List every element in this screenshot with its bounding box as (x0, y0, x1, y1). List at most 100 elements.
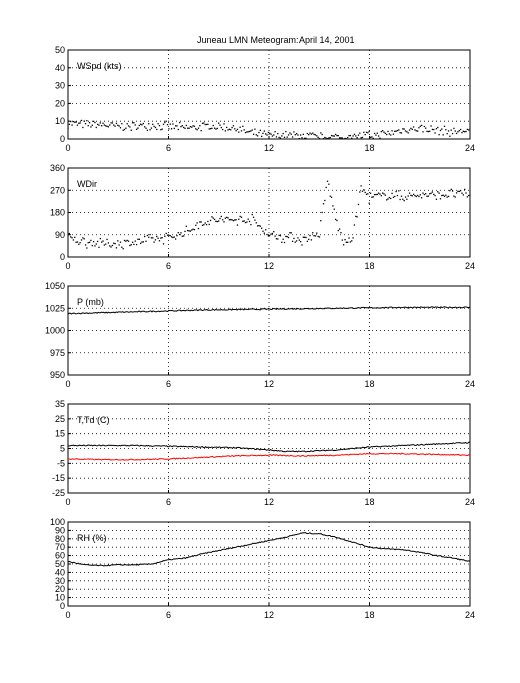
data-point (203, 122, 205, 124)
data-point (379, 193, 381, 195)
data-point (266, 233, 268, 236)
data-point (298, 137, 300, 139)
data-point (302, 236, 304, 238)
data-point (430, 125, 432, 127)
data-point (427, 195, 430, 197)
data-point (231, 126, 233, 129)
data-point (291, 136, 294, 138)
panel-2: 0 6 12 18 24 0 90 180 270 360 WDir (50, 163, 475, 271)
y-tick-label: 1050 (45, 281, 65, 291)
data-point (80, 119, 83, 122)
data-point (262, 230, 264, 232)
data-point (345, 241, 348, 243)
data-point (130, 244, 132, 246)
panel-label: WSpd (kts) (77, 61, 122, 71)
data-point (360, 137, 362, 139)
data-point (166, 234, 169, 236)
y-tick-label: 40 (55, 63, 65, 73)
y-tick-label: 0 (60, 601, 65, 611)
data-point (101, 241, 103, 243)
data-point (458, 130, 460, 132)
data-point (297, 134, 299, 136)
data-point (242, 125, 244, 127)
data-point (304, 137, 306, 139)
data-point (348, 134, 350, 137)
data-point (201, 224, 204, 227)
data-point (75, 121, 77, 123)
data-point (96, 240, 99, 243)
data-point (243, 220, 245, 222)
data-point (451, 190, 454, 192)
data-point (255, 134, 257, 136)
data-point (130, 129, 132, 131)
data-point (200, 129, 202, 132)
data-point (363, 131, 365, 133)
data-point (72, 239, 75, 241)
data-point (394, 195, 396, 198)
data-point (338, 228, 341, 230)
data-point (87, 124, 89, 127)
y-tick-label: 60 (55, 551, 65, 561)
y-tick-label: 1000 (45, 326, 65, 336)
data-point (322, 203, 325, 205)
data-point (238, 218, 240, 220)
data-point (70, 236, 72, 238)
data-point (111, 122, 114, 124)
data-point (430, 192, 432, 194)
data-point (446, 132, 448, 135)
data-point (340, 137, 342, 139)
data-point (188, 127, 190, 129)
data-point (459, 189, 462, 192)
data-point (211, 216, 213, 218)
data-point (318, 236, 321, 238)
data-point (106, 125, 108, 127)
data-point (144, 235, 146, 238)
data-point (269, 132, 271, 134)
data-point (441, 194, 443, 197)
data-point (256, 135, 259, 137)
y-tick-label: -15 (52, 473, 65, 483)
data-point (294, 134, 296, 136)
data-point (459, 128, 462, 131)
data-point (226, 126, 228, 129)
data-point (195, 128, 197, 130)
data-point (386, 133, 388, 136)
data-point (361, 136, 364, 139)
data-point (353, 224, 356, 226)
data-point (312, 132, 314, 134)
data-point (127, 240, 130, 242)
data-point (313, 234, 315, 237)
data-point (199, 125, 201, 127)
data-point (308, 238, 310, 241)
data-point (166, 123, 169, 126)
data-point (103, 244, 106, 246)
data-point (87, 241, 89, 244)
data-point (203, 224, 205, 226)
data-point (329, 136, 331, 139)
data-point (220, 215, 222, 218)
data-point (447, 195, 450, 198)
panel-label: P (mb) (77, 297, 104, 307)
data-point (82, 126, 84, 129)
data-point (161, 128, 163, 130)
data-point (102, 122, 104, 124)
data-point (129, 244, 131, 247)
data-point (154, 239, 157, 241)
data-point (219, 217, 221, 220)
data-point (441, 128, 443, 130)
data-point (224, 217, 227, 219)
data-point (94, 121, 96, 124)
y-tick-label: 50 (55, 559, 65, 569)
data-point (275, 136, 278, 138)
data-point (168, 234, 170, 236)
data-point (191, 229, 193, 231)
data-point (382, 129, 384, 132)
data-point (135, 243, 138, 246)
data-point (119, 127, 122, 129)
data-point (267, 235, 270, 237)
data-point (78, 243, 80, 245)
data-point (321, 211, 323, 214)
data-point (295, 240, 298, 242)
data-point (299, 241, 302, 243)
data-point (162, 123, 165, 125)
